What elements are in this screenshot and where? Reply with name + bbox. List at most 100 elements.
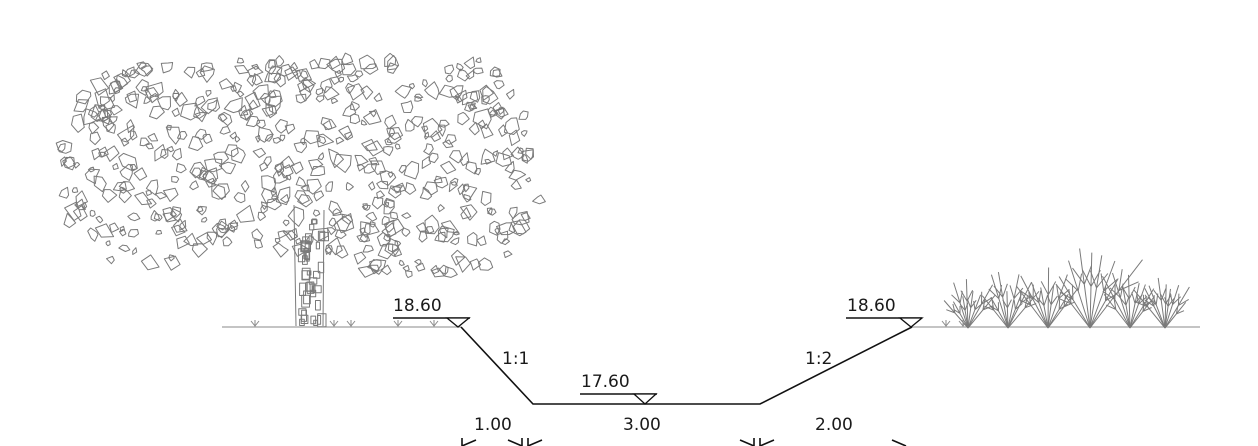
leaf-cluster xyxy=(57,143,66,153)
leaf-cluster xyxy=(368,157,380,166)
leaf-cluster xyxy=(112,162,119,170)
leaf-cluster xyxy=(369,259,387,275)
leaf-cluster xyxy=(234,135,241,143)
shrub-branch xyxy=(966,291,977,329)
bark-cell xyxy=(304,250,311,261)
leaf-cluster xyxy=(459,204,478,221)
leaf-cluster xyxy=(218,161,237,175)
leaf-cluster xyxy=(160,149,169,159)
leaf-cluster xyxy=(354,70,364,78)
leaf-cluster xyxy=(246,74,257,87)
leaf-cluster xyxy=(481,95,490,105)
leaf-cluster xyxy=(380,264,392,276)
leaf-cluster xyxy=(133,167,148,181)
leaf-cluster xyxy=(381,215,390,225)
leaf-cluster xyxy=(489,220,501,236)
leaf-cluster xyxy=(409,83,415,90)
bark-cell xyxy=(305,233,312,245)
right-slope-label: 1:2 xyxy=(805,349,832,369)
leaf-cluster xyxy=(368,181,376,191)
leaf-cluster xyxy=(457,183,466,196)
leaf-cluster xyxy=(354,154,369,167)
leaf-cluster xyxy=(444,266,458,278)
leaf-cluster xyxy=(411,116,424,128)
leaf-cluster xyxy=(422,79,428,88)
leaf-cluster xyxy=(274,119,288,134)
leaf-cluster xyxy=(392,248,402,257)
leaf-cluster xyxy=(228,224,236,233)
leaf-cluster xyxy=(489,66,501,77)
leaf-cluster xyxy=(482,86,499,105)
shrub-branch xyxy=(1164,285,1182,329)
leaf-cluster xyxy=(362,203,369,210)
leaf-cluster xyxy=(293,141,307,154)
shrub-branch xyxy=(1164,301,1187,329)
leaf-cluster xyxy=(163,255,181,271)
dimension-ticks xyxy=(461,438,907,446)
leaf-cluster xyxy=(484,158,492,165)
leaf-cluster xyxy=(87,227,99,242)
leaf-cluster xyxy=(525,147,534,160)
leaf-cluster xyxy=(104,145,120,162)
leaf-cluster xyxy=(171,147,182,161)
leaf-cluster xyxy=(448,181,458,193)
leaf-cluster xyxy=(275,55,285,67)
leaf-cluster xyxy=(284,123,296,135)
grass-tuft xyxy=(393,320,403,327)
leaf-cluster xyxy=(109,222,120,233)
leaf-cluster xyxy=(461,91,479,106)
shrub-branch xyxy=(952,301,969,329)
leaf-cluster xyxy=(64,201,82,221)
leaf-cluster xyxy=(400,100,414,113)
leaf-cluster xyxy=(230,85,237,92)
bark-cell xyxy=(312,285,322,294)
leaf-cluster xyxy=(467,232,478,247)
leaf-cluster xyxy=(455,256,471,273)
leaf-cluster xyxy=(124,66,135,78)
leaf-cluster xyxy=(89,209,96,217)
leaf-cluster xyxy=(430,130,441,142)
leaf-cluster xyxy=(255,134,261,143)
leaf-cluster xyxy=(295,176,307,187)
leaf-cluster xyxy=(350,101,360,111)
leaf-cluster xyxy=(113,87,121,95)
leaf-cluster xyxy=(521,153,529,164)
leaf-cluster xyxy=(363,109,382,125)
leaf-cluster xyxy=(251,63,260,70)
leaf-cluster xyxy=(438,119,450,128)
leaf-cluster xyxy=(144,87,159,99)
leaf-cluster xyxy=(291,243,310,257)
leaf-cluster xyxy=(119,163,133,181)
leaf-cluster xyxy=(357,265,378,278)
leaf-cluster xyxy=(180,102,201,121)
leaf-cluster xyxy=(376,190,385,200)
leaf-cluster xyxy=(376,180,389,190)
leaf-cluster xyxy=(450,237,460,246)
leaf-cluster xyxy=(219,126,231,135)
leaf-cluster xyxy=(522,149,534,162)
leaf-cluster xyxy=(464,101,476,112)
leaf-cluster xyxy=(251,228,264,241)
shrub-branch xyxy=(1058,276,1091,329)
leaf-cluster xyxy=(492,102,503,113)
bark-cell xyxy=(299,282,307,297)
leaf-cluster xyxy=(211,222,229,239)
dimension-right-label: 2.00 xyxy=(815,415,853,435)
bark-cell xyxy=(310,315,317,325)
leaf-cluster xyxy=(489,109,499,118)
leaf-cluster xyxy=(334,229,347,239)
leaf-cluster xyxy=(345,82,355,95)
leaf-cluster xyxy=(508,220,527,237)
leaf-cluster xyxy=(455,96,463,104)
leaf-cluster xyxy=(260,204,268,214)
leaf-cluster xyxy=(171,176,180,183)
grass-tuft xyxy=(958,320,968,327)
grass-tuft xyxy=(250,320,260,327)
leaf-cluster xyxy=(93,175,107,193)
leaf-cluster xyxy=(300,184,310,192)
leaf-cluster xyxy=(306,178,322,195)
leaf-cluster xyxy=(75,89,92,105)
leaf-cluster xyxy=(468,121,480,136)
leaf-cluster xyxy=(345,182,354,191)
leaf-cluster xyxy=(134,191,153,206)
